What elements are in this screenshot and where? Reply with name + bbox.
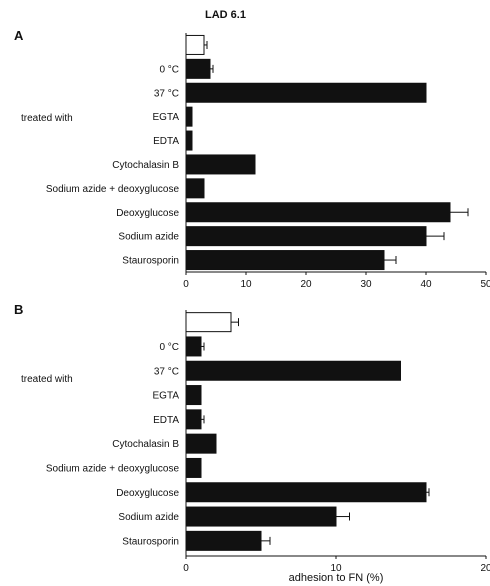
bar-control (185, 312, 232, 333)
category-label: Sodium azide + deoxyglucose (46, 463, 180, 474)
category-label: Deoxyglucose (116, 208, 179, 219)
x-tick-label: 10 (240, 279, 252, 290)
x-tick-label: 30 (360, 279, 372, 290)
bar-sodium-azide (185, 226, 427, 247)
row-group-label-b: treated with (21, 374, 73, 385)
category-label: EGTA (153, 391, 180, 402)
panel-a: A treated with 0 °C 37 °C EGTA EDTA Cytochal… (14, 28, 490, 290)
bar-deoxyglucose (185, 482, 427, 503)
category-label: Cytochalasin B (112, 439, 179, 450)
bar-staurosporin (185, 530, 262, 551)
bar-egta (185, 106, 193, 127)
category-label: Cytochalasin B (112, 160, 179, 171)
category-label: Sodium azide + deoxyglucose (46, 184, 180, 195)
x-tick-label: 40 (420, 279, 432, 290)
bar-0-c (185, 58, 211, 79)
category-label: EGTA (153, 112, 180, 123)
row-group-label-a: treated with (21, 113, 73, 124)
bar-egta (185, 385, 202, 406)
bar-edta (185, 409, 202, 430)
x-tick-label: 50 (480, 279, 490, 290)
category-label: 0 °C (159, 342, 179, 353)
bar-sodium-azide-deoxyglucose (185, 457, 202, 478)
bar-cytochalasin-b (185, 154, 256, 175)
bar-edta (185, 130, 193, 151)
category-label: Staurosporin (122, 536, 179, 547)
bar-sodium-azide-deoxyglucose (185, 178, 205, 199)
bar-deoxyglucose (185, 202, 451, 223)
bar-0-c (185, 336, 202, 357)
x-tick-label: 10 (330, 563, 342, 574)
x-tick-label: 20 (480, 563, 490, 574)
panel-label-b: B (14, 302, 23, 317)
bar-staurosporin (185, 250, 385, 271)
category-label: 37 °C (154, 366, 179, 377)
category-label: 37 °C (154, 88, 179, 99)
x-tick-label: 0 (183, 563, 189, 574)
bar-control (185, 34, 205, 55)
category-label: Sodium azide (118, 232, 179, 243)
bar-sodium-azide (185, 506, 337, 527)
bar-cytochalasin-b (185, 433, 217, 454)
category-label: EDTA (153, 415, 179, 426)
category-label: EDTA (153, 136, 179, 147)
category-label: Deoxyglucose (116, 488, 179, 499)
category-label: 0 °C (159, 64, 179, 75)
x-axis-label: adhesion to FN (%) (289, 572, 384, 584)
panel-b: B treated with 0 °C 37 °C EGTA EDTA Cytochal… (14, 302, 490, 574)
x-tick-label: 0 (183, 279, 189, 290)
bar-37-c (185, 360, 401, 381)
figure-title: LAD 6.1 (205, 9, 246, 21)
panel-label-a: A (14, 28, 24, 43)
bar-37-c (185, 82, 427, 103)
category-label: Sodium azide (118, 512, 179, 523)
category-label: Staurosporin (122, 256, 179, 267)
x-tick-label: 20 (300, 279, 312, 290)
